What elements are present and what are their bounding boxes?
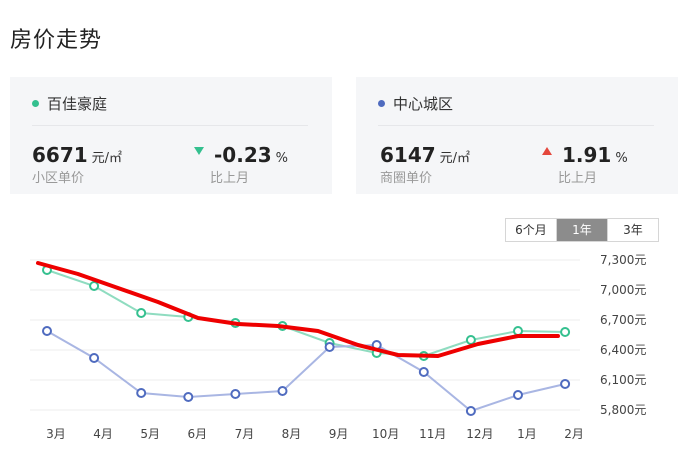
data-point[interactable] bbox=[513, 390, 523, 400]
x-tick-label: 6月 bbox=[187, 427, 207, 441]
data-point[interactable] bbox=[136, 388, 147, 398]
y-tick-label: 6,400元 bbox=[600, 343, 646, 357]
x-tick-label: 10月 bbox=[372, 427, 399, 441]
district-change-unit: % bbox=[615, 151, 628, 166]
district-header: 中心城区 bbox=[378, 93, 453, 114]
x-tick-label: 4月 bbox=[93, 427, 113, 441]
divider bbox=[32, 125, 308, 126]
data-point[interactable] bbox=[560, 379, 571, 389]
tab-3-years[interactable]: 3年 bbox=[607, 219, 658, 241]
data-point[interactable] bbox=[89, 281, 100, 291]
up-arrow-icon bbox=[542, 146, 552, 155]
down-arrow-icon bbox=[194, 146, 204, 155]
data-point[interactable] bbox=[465, 335, 476, 345]
community-price-value: 6671 bbox=[32, 143, 88, 167]
y-tick-label: 6,100元 bbox=[600, 373, 646, 387]
data-point[interactable] bbox=[513, 326, 523, 336]
community-name: 百佳豪庭 bbox=[47, 95, 108, 113]
district-price-card: 中心城区 6147 元/㎡ 商圈单价 1.91% 比上月 bbox=[356, 77, 678, 194]
community-price: 6671 元/㎡ bbox=[32, 143, 122, 167]
x-tick-label: 3月 bbox=[46, 427, 66, 441]
annotation-trend-line bbox=[36, 261, 560, 358]
page-title: 房价走势 bbox=[10, 28, 103, 53]
x-tick-label: 7月 bbox=[235, 427, 255, 441]
district-change-value: 1.91 bbox=[562, 143, 612, 167]
series-line-1 bbox=[46, 330, 566, 413]
data-point[interactable] bbox=[465, 406, 476, 416]
district-change-label: 比上月 bbox=[558, 171, 598, 186]
data-point[interactable] bbox=[89, 353, 100, 363]
data-point[interactable] bbox=[560, 327, 571, 337]
y-tick-label: 7,300元 bbox=[600, 253, 646, 267]
district-price-value: 6147 bbox=[380, 143, 436, 167]
district-change: 1.91% bbox=[542, 143, 628, 167]
series-line-0 bbox=[46, 269, 566, 358]
x-tick-label: 11月 bbox=[419, 427, 446, 441]
data-point[interactable] bbox=[324, 342, 335, 352]
price-trend-chart: 7,300元 7,000元 6,700元 6,400元 6,100元 5,800元 3月 4月… bbox=[30, 253, 646, 441]
y-tick-label: 5,800元 bbox=[600, 403, 646, 417]
y-tick-label: 6,700元 bbox=[600, 313, 646, 327]
data-point[interactable] bbox=[42, 326, 52, 336]
x-tick-label: 1月 bbox=[517, 427, 537, 441]
x-tick-label: 8月 bbox=[282, 427, 302, 441]
community-change: -0.23% bbox=[194, 143, 288, 167]
community-price-card: 百佳豪庭 6671 元/㎡ 小区单价 -0.23% 比上月 bbox=[10, 77, 332, 194]
x-tick-label: 9月 bbox=[329, 427, 349, 441]
district-price-label: 商圈单价 bbox=[380, 171, 433, 186]
community-change-label: 比上月 bbox=[210, 171, 250, 186]
tab-6-months[interactable]: 6个月 bbox=[506, 219, 556, 241]
district-price-unit: 元/㎡ bbox=[439, 151, 471, 166]
district-dot-icon bbox=[378, 100, 385, 107]
x-tick-label: 5月 bbox=[140, 427, 160, 441]
tab-1-year[interactable]: 1年 bbox=[556, 219, 607, 241]
x-tick-label: 2月 bbox=[564, 427, 584, 441]
community-header: 百佳豪庭 bbox=[32, 93, 107, 114]
y-tick-label: 7,000元 bbox=[600, 283, 646, 297]
community-change-value: -0.23 bbox=[214, 143, 272, 167]
community-price-unit: 元/㎡ bbox=[91, 151, 123, 166]
period-tabs: 6个月 1年 3年 bbox=[505, 218, 659, 242]
district-price: 6147 元/㎡ bbox=[380, 143, 470, 167]
divider bbox=[378, 125, 654, 126]
data-point[interactable] bbox=[136, 308, 147, 318]
x-tick-label: 12月 bbox=[466, 427, 493, 441]
data-point[interactable] bbox=[418, 367, 429, 377]
community-dot-icon bbox=[32, 100, 39, 107]
community-change-unit: % bbox=[275, 151, 289, 166]
data-point[interactable] bbox=[230, 389, 241, 399]
data-point[interactable] bbox=[183, 392, 194, 402]
district-name: 中心城区 bbox=[393, 95, 454, 113]
data-point[interactable] bbox=[277, 386, 288, 396]
community-price-label: 小区单价 bbox=[32, 171, 85, 186]
